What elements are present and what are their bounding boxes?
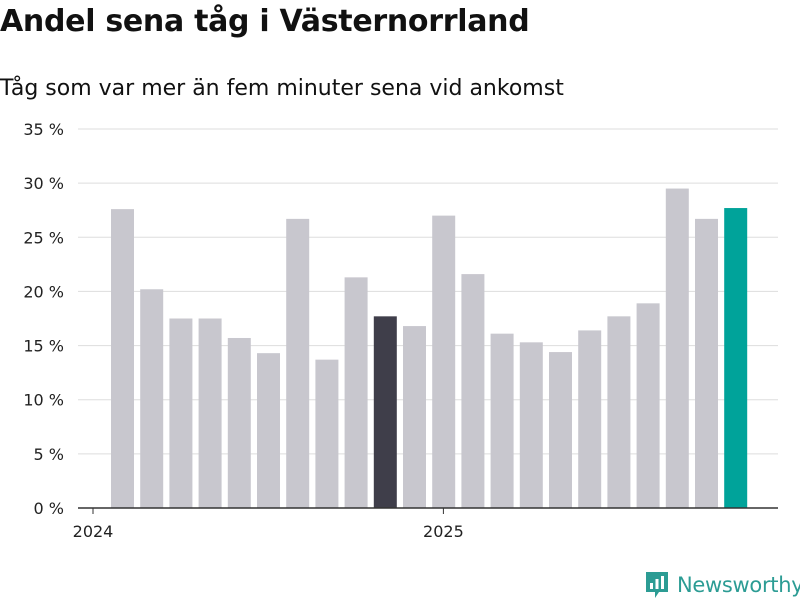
bar (403, 326, 426, 508)
bar (169, 318, 193, 508)
bar (111, 209, 134, 509)
brand-logo: Newsworthy (645, 571, 800, 599)
bar (461, 274, 485, 508)
y-tick-label: 35 % (23, 120, 64, 139)
y-tick-label: 30 % (23, 174, 64, 193)
x-tick-label: 2024 (73, 522, 114, 541)
bar (286, 218, 310, 508)
y-tick-label: 0 % (34, 499, 64, 518)
bar (315, 359, 339, 508)
bar-highlighted (724, 208, 748, 508)
y-tick-label: 5 % (34, 445, 64, 464)
bar (198, 318, 222, 508)
y-tick-label: 25 % (23, 228, 64, 247)
chart-title: Andel sena tåg i Västernorrland (0, 4, 530, 39)
bar (490, 333, 514, 508)
bar (695, 218, 718, 508)
y-tick-label: 15 % (23, 337, 64, 356)
bar (636, 303, 660, 508)
x-tick-label: 2025 (423, 522, 464, 541)
bar (549, 352, 572, 508)
bar (432, 215, 456, 508)
bar (257, 353, 280, 508)
bar (344, 277, 368, 508)
brand-name: Newsworthy (677, 573, 800, 597)
bar (140, 289, 164, 508)
bar (227, 337, 251, 508)
bar (519, 342, 543, 508)
newsworthy-logo-icon (646, 572, 668, 598)
bar (578, 330, 602, 508)
bar (665, 188, 689, 509)
chart-subtitle: Tåg som var mer än fem minuter sena vid … (0, 76, 564, 101)
y-tick-label: 10 % (23, 391, 64, 410)
bar-highlighted (373, 316, 397, 508)
bar (607, 316, 631, 508)
y-tick-label: 20 % (23, 282, 64, 301)
